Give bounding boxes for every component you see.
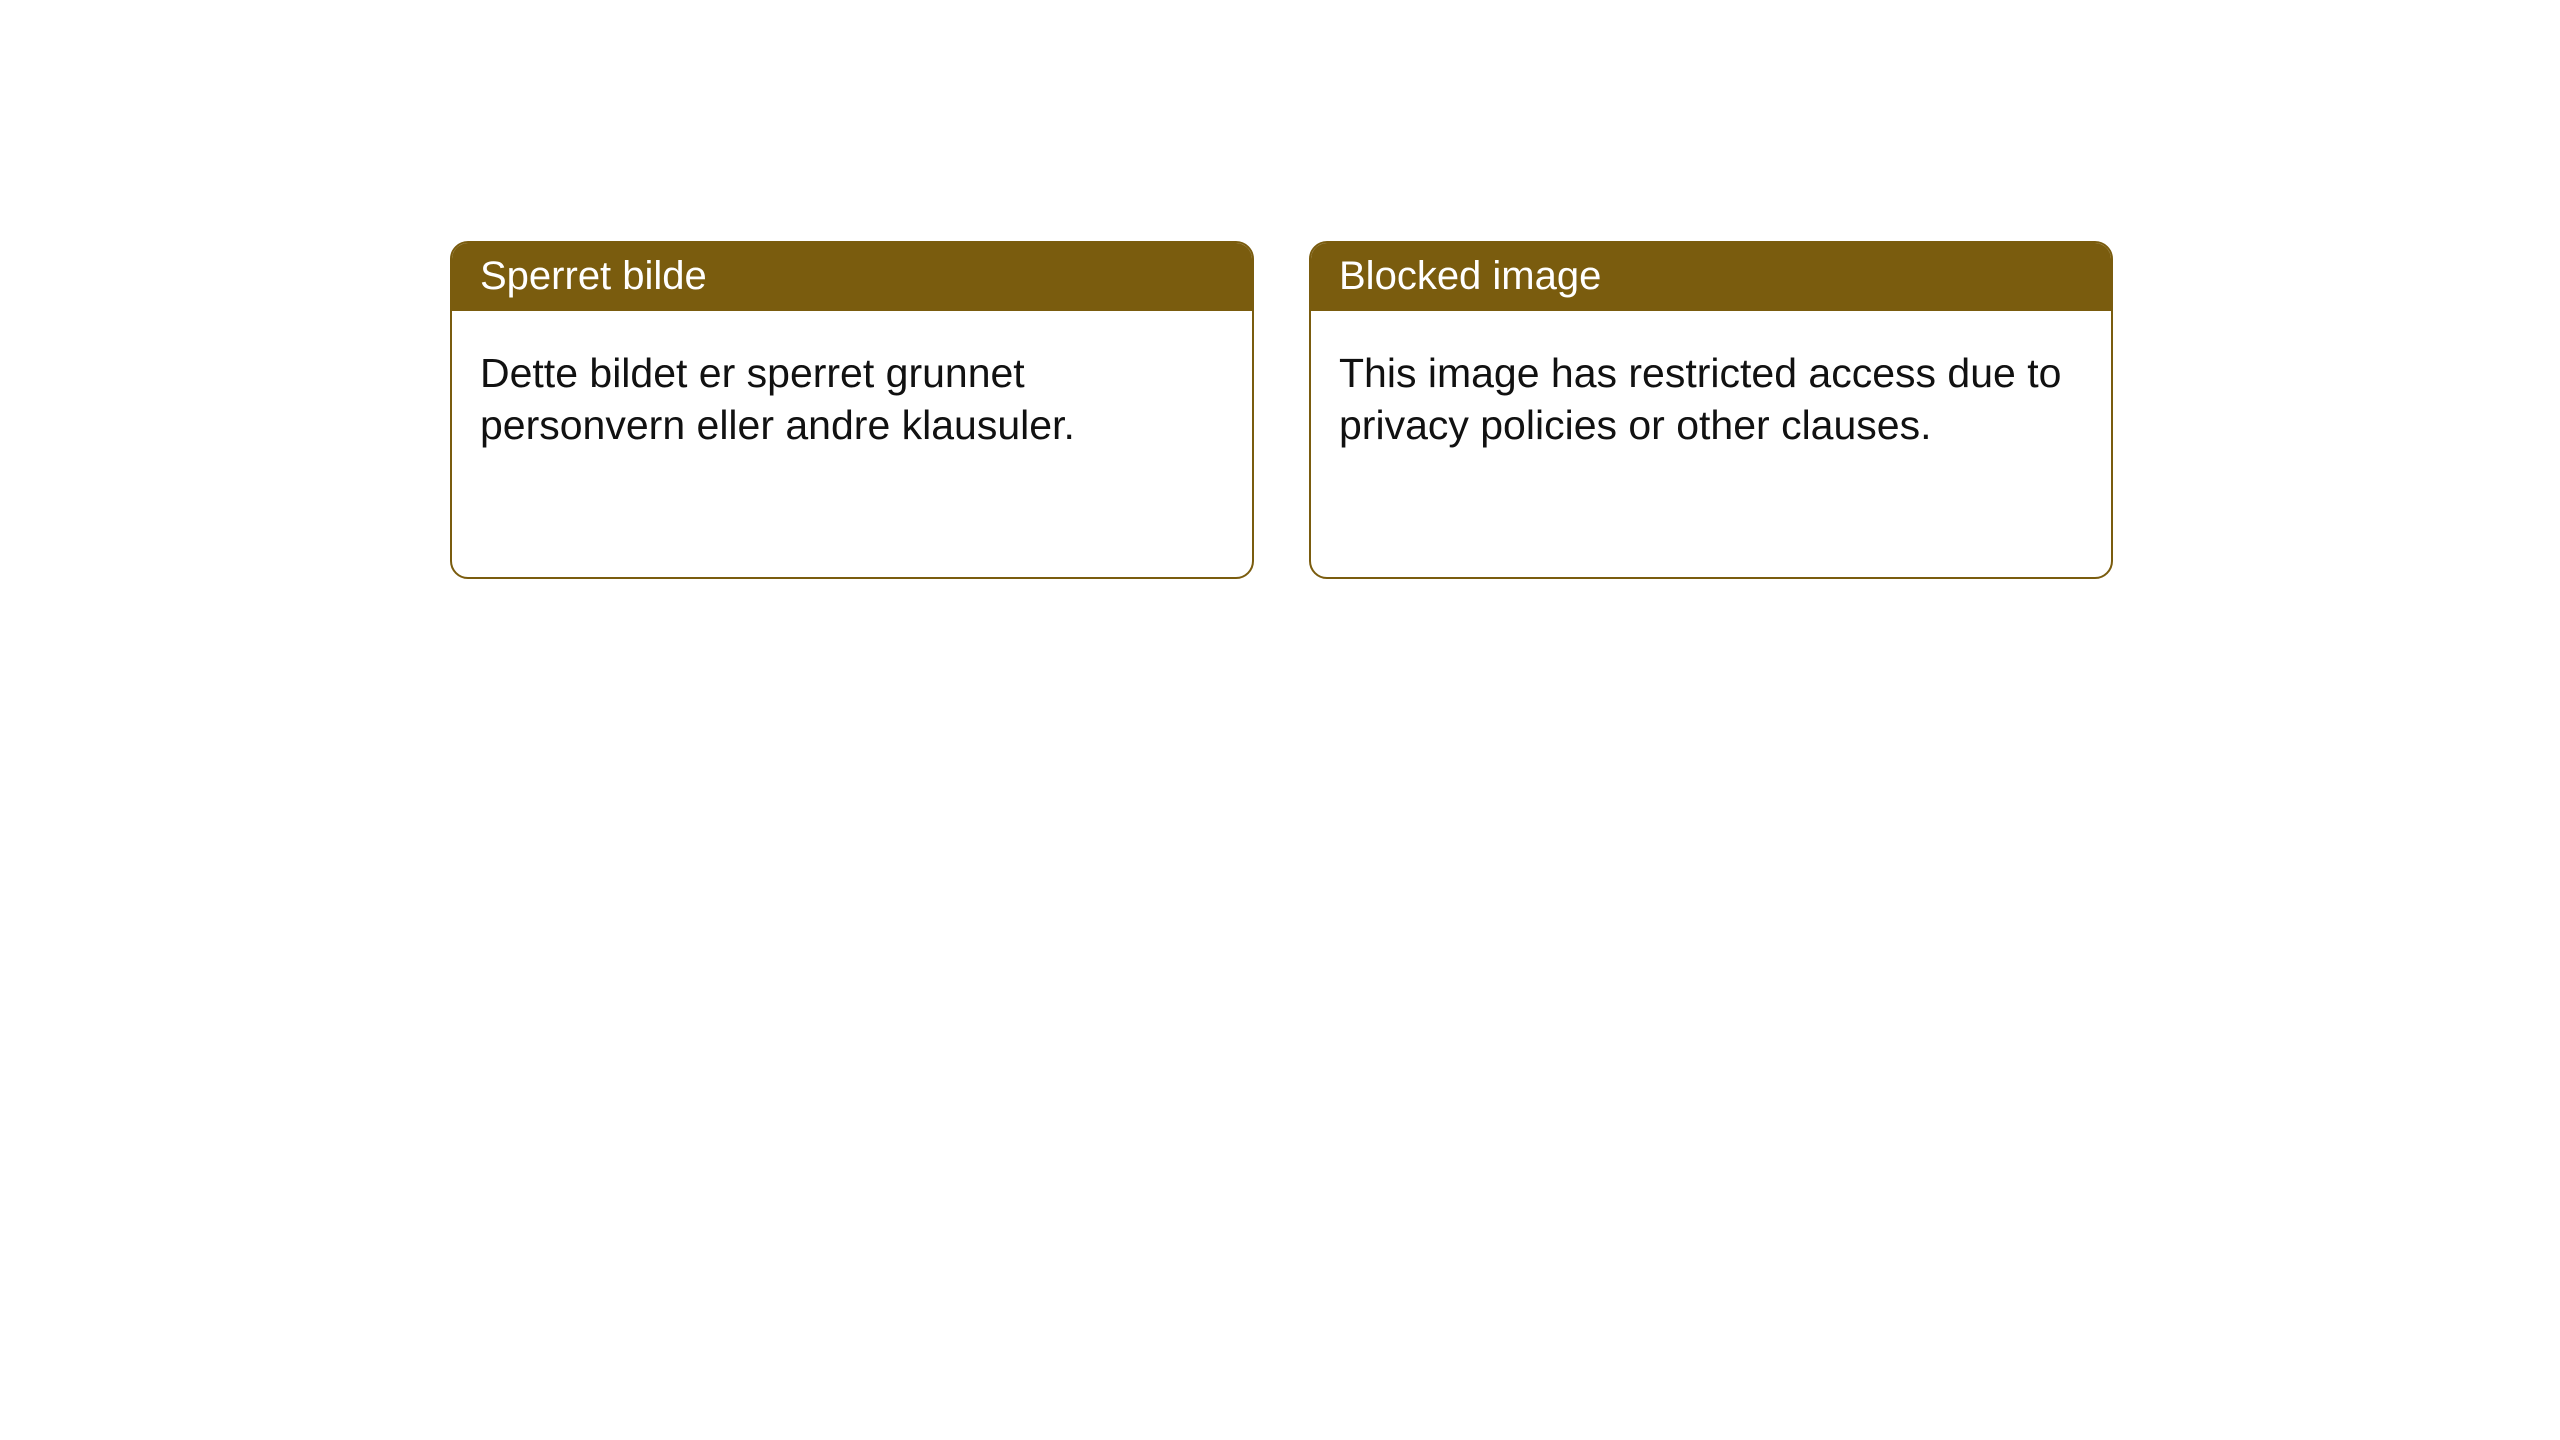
notice-title: Sperret bilde [480, 254, 707, 298]
notice-card-norwegian: Sperret bilde Dette bildet er sperret gr… [450, 241, 1254, 579]
notice-body-text: This image has restricted access due to … [1339, 350, 2061, 448]
notice-title: Blocked image [1339, 254, 1601, 298]
notice-body-text: Dette bildet er sperret grunnet personve… [480, 350, 1075, 448]
notice-card-english: Blocked image This image has restricted … [1309, 241, 2113, 579]
notice-header: Sperret bilde [452, 243, 1252, 311]
notice-header: Blocked image [1311, 243, 2111, 311]
notice-container: Sperret bilde Dette bildet er sperret gr… [450, 241, 2113, 579]
notice-body: Dette bildet er sperret grunnet personve… [452, 311, 1252, 480]
notice-body: This image has restricted access due to … [1311, 311, 2111, 480]
